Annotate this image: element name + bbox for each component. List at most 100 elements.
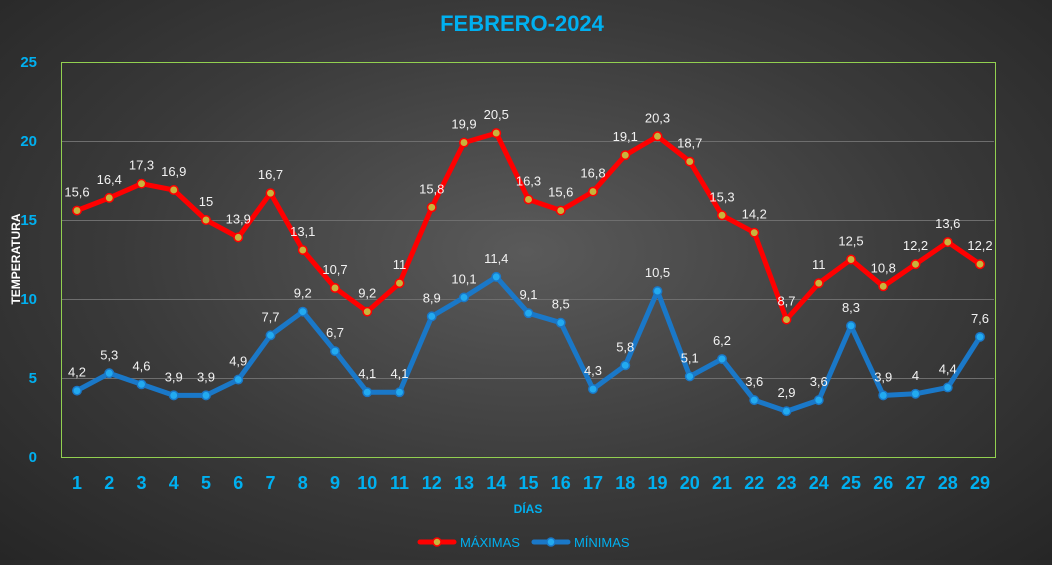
data-point (749, 395, 760, 406)
data-label: 3,9 (165, 369, 183, 384)
data-label: 16,7 (258, 167, 283, 182)
data-label: 15,8 (419, 181, 444, 196)
data-point (813, 395, 824, 406)
data-label: 19,1 (613, 129, 638, 144)
data-point (330, 282, 340, 293)
data-label: 12,2 (903, 238, 928, 253)
x-tick-label: 18 (615, 473, 635, 493)
data-point (201, 390, 211, 401)
data-point (878, 281, 889, 292)
data-point (136, 178, 147, 189)
data-label: 11,4 (484, 251, 508, 266)
x-tick-label: 8 (298, 473, 308, 493)
data-label: 13,1 (290, 224, 315, 239)
data-label: 8,9 (423, 290, 441, 305)
x-tick-label: 25 (841, 473, 861, 493)
data-label: 4,9 (229, 354, 247, 369)
data-point (813, 278, 824, 289)
x-tick-label: 14 (486, 473, 506, 493)
data-label: 5,8 (616, 339, 634, 354)
x-tick-label: 20 (680, 473, 700, 493)
data-label: 11 (393, 257, 407, 272)
data-point (717, 210, 727, 221)
data-point (717, 354, 727, 364)
x-tick-label: 4 (169, 473, 179, 493)
data-point (426, 311, 437, 322)
data-label: 11 (812, 257, 826, 272)
data-point (942, 237, 953, 248)
x-tick-label: 23 (776, 473, 796, 493)
data-point (975, 259, 985, 270)
x-tick-label: 21 (712, 473, 732, 493)
plot-area (61, 62, 996, 458)
data-point (652, 286, 663, 297)
data-label: 15,6 (548, 185, 573, 200)
data-point (942, 382, 953, 393)
data-point (330, 346, 340, 357)
data-label: 7,7 (261, 309, 279, 324)
data-label: 16,3 (516, 173, 541, 188)
data-label: 13,9 (226, 211, 251, 226)
data-label: 4,3 (584, 363, 602, 378)
data-label: 20,5 (484, 107, 509, 122)
x-tick-label: 22 (744, 473, 764, 493)
x-tick-label: 10 (357, 473, 377, 493)
y-tick-label: 10 (20, 291, 37, 308)
legend-item-0: MÁXIMAS (417, 535, 520, 550)
data-point (846, 320, 856, 331)
legend-swatch-marker (546, 537, 556, 547)
data-label: 18,7 (677, 136, 702, 151)
data-label: 13,6 (935, 216, 960, 231)
data-point (652, 131, 663, 142)
data-point (362, 306, 373, 317)
y-axis-title: TEMPERATURA (9, 213, 23, 304)
data-point (394, 278, 405, 289)
data-point (910, 259, 921, 270)
data-label: 7,6 (971, 311, 989, 326)
x-tick-label: 13 (454, 473, 474, 493)
data-point (72, 385, 82, 396)
data-point (491, 271, 502, 282)
data-point (104, 192, 115, 203)
x-tick-label: 29 (970, 473, 990, 493)
x-axis-title: DÍAS (514, 501, 543, 516)
series-0 (72, 128, 985, 325)
data-label: 9,1 (519, 287, 537, 302)
x-tick-label: 7 (265, 473, 275, 493)
data-point (362, 387, 373, 398)
x-tick-label: 1 (72, 473, 82, 493)
data-label: 15,3 (709, 189, 734, 204)
data-label: 9,2 (358, 286, 376, 301)
x-tick-label: 9 (330, 473, 340, 493)
data-point (684, 156, 695, 167)
data-label: 10,8 (871, 260, 896, 275)
x-tick-label: 11 (390, 473, 409, 493)
data-label: 20,3 (645, 110, 670, 125)
data-point (620, 360, 631, 371)
data-point (781, 314, 792, 325)
x-tick-label: 15 (518, 473, 538, 493)
data-point (265, 330, 276, 341)
data-label: 8,7 (777, 294, 795, 309)
legend-item-1: MÍNIMAS (531, 535, 630, 550)
series-layer (72, 128, 985, 417)
data-point (910, 388, 921, 399)
data-label: 16,4 (97, 172, 122, 187)
data-label: 10,5 (645, 265, 670, 280)
x-tick-label: 28 (938, 473, 958, 493)
data-label: 10,1 (451, 271, 476, 286)
data-point (459, 292, 469, 303)
data-label: 9,2 (294, 286, 312, 301)
x-tick-label: 17 (583, 473, 603, 493)
data-point (555, 205, 566, 216)
data-point (975, 331, 985, 342)
data-point (555, 317, 566, 328)
data-label: 6,7 (326, 325, 344, 340)
label-layer: 15,6 16,4 17,3 16,9 15 13,9 16,7 13,1 10,7 9,2 11 1… (64, 107, 992, 400)
data-label: 4 (912, 368, 919, 383)
data-point (297, 245, 308, 255)
data-point (588, 186, 598, 197)
data-point (297, 306, 308, 317)
data-point (846, 254, 856, 265)
